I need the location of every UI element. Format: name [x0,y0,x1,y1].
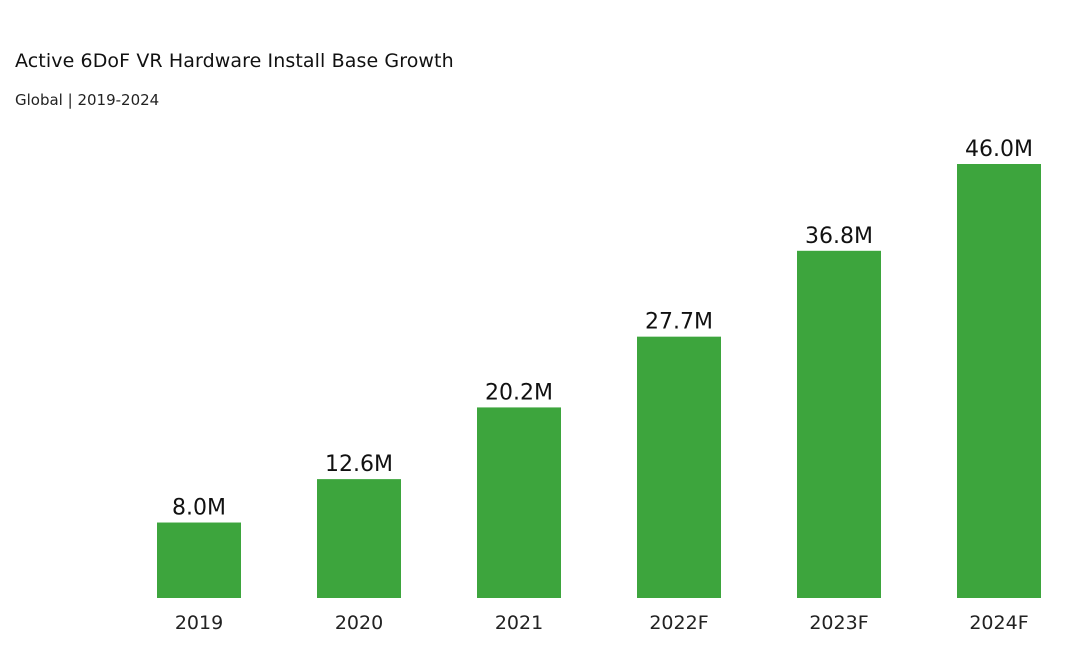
data-label-2020: 12.6M [325,452,393,477]
x-tick-label-2021: 2021 [495,612,543,634]
x-tick-label-2019: 2019 [175,612,223,634]
x-tick-label-2020: 2020 [335,612,383,634]
x-tick-label-2023f: 2023F [809,612,868,634]
bar-2022f [637,336,721,598]
chart-subtitle: Global | 2019-2024 [15,91,160,109]
bar-2023f [797,250,881,599]
x-tick-label-2024f: 2024F [969,612,1028,634]
data-label-2019: 8.0M [172,496,226,521]
bar-2020 [317,479,401,598]
bar-2019 [157,522,241,598]
data-label-2022f: 27.7M [645,310,713,335]
data-label-2024f: 46.0M [965,137,1033,162]
data-label-2021: 20.2M [485,380,553,405]
chart-title: Active 6DoF VR Hardware Install Base Gro… [15,50,454,72]
bar-2021 [477,407,561,598]
data-label-2023f: 36.8M [805,224,873,249]
x-tick-label-2022f: 2022F [649,612,708,634]
bar-2024f [957,164,1041,598]
